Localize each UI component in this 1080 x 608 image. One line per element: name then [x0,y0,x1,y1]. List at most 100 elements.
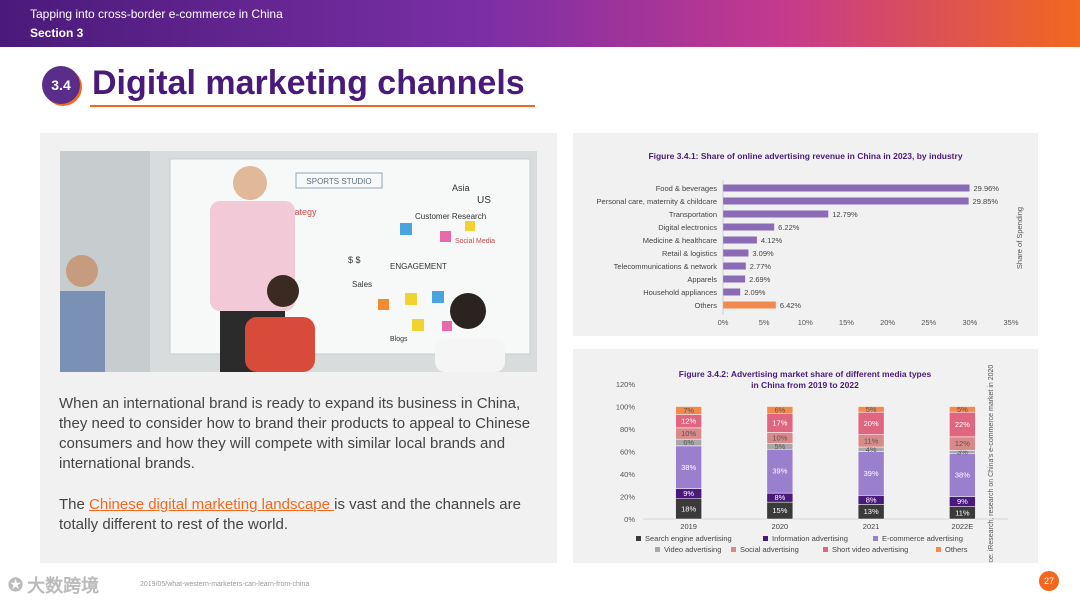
landscape-paragraph: The Chinese digital marketing landscape … [59,495,539,535]
data-label: 2.09% [744,288,766,297]
data-label: 3.09% [752,249,774,258]
segment-label: 22% [955,420,970,429]
stack-segment [857,451,885,496]
board-word: Customer Research [415,212,486,221]
data-label: 4.12% [761,236,783,245]
segment-label: 38% [955,471,970,480]
chart1-panel [573,133,1038,336]
data-label: 6.42% [780,301,802,310]
segment-label: 6% [683,438,694,447]
x-tick-label: 2021 [863,522,880,531]
segment-label: 10% [772,434,787,443]
x-tick-label: 5% [759,318,770,327]
legend-swatch [655,547,660,552]
bar [723,288,741,296]
category-label: Food & beverages [656,184,718,193]
stack-segment [949,411,976,438]
category-label: Retail & logistics [662,249,717,258]
stack-segment [857,406,885,413]
legend-label: Video advertising [664,545,721,554]
segment-label: 8% [866,495,877,504]
legend-swatch [873,536,878,541]
board-word: Sales [352,280,372,289]
y-tick-label: 120% [616,380,636,389]
legend-swatch [763,536,768,541]
stack-segment [949,453,976,497]
x-tick-label: 0% [718,318,729,327]
segment-label: 18% [681,504,696,513]
legend-swatch [636,536,641,541]
chart1-title: Figure 3.4.1: Share of online advertisin… [648,151,963,161]
segment-label: 13% [864,507,879,516]
category-label: Household appliances [643,288,717,297]
bar [723,301,776,309]
segment-label: 39% [864,469,879,478]
segment-label: 5% [774,442,785,451]
paragraph-text: The [59,496,90,513]
bar [723,184,970,192]
segment-label: 12% [681,417,696,426]
watermark-text: 大数跨境 [27,576,100,596]
category-label: Medicine & healthcare [643,236,717,245]
board-word: Blogs [390,336,408,343]
header-section: Section 3 [30,26,84,40]
segment-label: 17% [772,418,787,427]
chart2-source: Source: iResearch, research on China's e… [988,365,995,563]
stack-segment [675,406,702,415]
page-title: Digital marketing channels [92,64,525,102]
legend-label: Search engine advertising [645,534,732,543]
x-tick-label: 2019 [680,522,697,531]
board-word: ENGAGEMENT [390,262,447,271]
category-label: Others [694,301,717,310]
bar [723,236,757,244]
board-word: Social Media [455,238,495,245]
y-axis-title: Share of Spending [1015,207,1024,269]
data-label: 29.96% [974,184,1000,193]
photo-illustration: SPORTS STUDIO Strategy Customer Research… [60,151,537,372]
segment-label: 12% [955,439,970,448]
stack-segment [766,406,794,414]
data-label: 6.22% [778,223,800,232]
category-label: Telecommunications & network [614,262,718,271]
chart2-title: Figure 3.4.2: Advertising market share o… [678,369,932,390]
segment-label: 20% [864,419,879,428]
board-word: Strategy [283,207,317,217]
board-word: US [477,195,491,206]
digital-landscape-link[interactable]: Chinese digital marketing landscape [89,496,335,513]
office-photo: SPORTS STUDIO Strategy Customer Research… [60,151,537,372]
bar [723,275,746,283]
segment-label: 3% [957,448,968,457]
source-url: 2019/05/what-western-marketers-can-learn… [140,581,310,588]
watermark-logo-icon: ✪ [8,574,24,595]
x-tick-label: 10% [798,318,813,327]
legend-label: Information advertising [772,534,848,543]
bar [723,223,775,231]
y-tick-label: 40% [620,470,635,479]
board-word: Asia [452,183,470,193]
segment-label: 5% [866,405,877,414]
segment-label: 9% [957,497,968,506]
bar [723,262,746,270]
bar [723,210,829,218]
y-tick-label: 60% [620,448,635,457]
intro-paragraph: When an international brand is ready to … [59,395,531,472]
data-label: 29.85% [973,197,999,206]
stack-segment [766,449,794,494]
legend-swatch [936,547,941,552]
paragraph-text: is vast and the channels are totally dif… [59,496,521,533]
legend-swatch [823,547,828,552]
chart1-svg: Food & beverages 29.96% Personal care, mat… [597,180,1024,327]
x-tick-label: 20% [880,318,895,327]
segment-label: 7% [683,406,694,415]
watermark: ✪ 大数跨境 [8,572,99,598]
bar [723,197,969,205]
category-label: Transportation [669,210,717,219]
stack-segment [675,445,702,489]
segment-label: 11% [864,436,879,445]
y-tick-label: 20% [620,493,635,502]
segment-label: 6% [774,405,785,414]
legend-label: Others [945,545,968,554]
legend-label: Social advertising [740,545,799,554]
header-subtitle: Tapping into cross-border e-commerce in … [30,7,283,21]
legend-label: Short video advertising [832,545,908,554]
